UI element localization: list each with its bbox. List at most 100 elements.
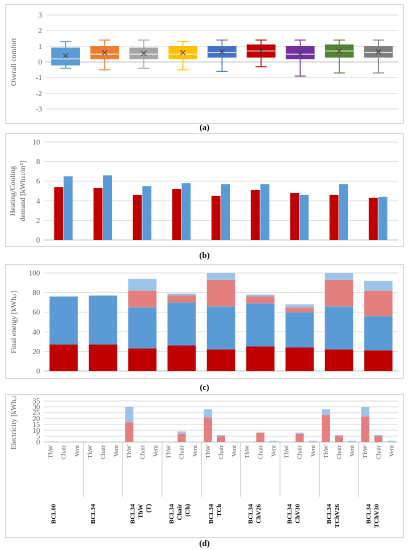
- stacked-bar-segment: [206, 279, 236, 307]
- stacked-bar-segment: [324, 273, 354, 280]
- stacked-bar-segment: [374, 434, 383, 437]
- y-tick-label: 20: [33, 414, 41, 423]
- bar: [181, 183, 191, 240]
- subcategory-label: ThW: [205, 444, 212, 458]
- subcategory-label: Chair: [257, 444, 264, 459]
- y-tick-label: 3: [38, 11, 42, 20]
- group-label: BCL34: [326, 503, 333, 524]
- stacked-bar-segment: [125, 406, 134, 423]
- bar: [250, 190, 260, 240]
- group-label: TChV26: [334, 503, 341, 528]
- y-axis-label-unit: demand [kWhₕₗ/m²]: [18, 161, 27, 221]
- caption-d: (d): [199, 538, 210, 548]
- group-label: BCL34: [287, 503, 294, 524]
- box-7: [285, 46, 315, 60]
- y-axis-label: Electricity [kWhₑₗ]: [9, 395, 18, 450]
- y-tick-label: 25: [33, 408, 41, 417]
- box-mean-marker: [219, 49, 225, 55]
- stacked-bar-segment: [324, 279, 354, 307]
- stacked-bar-segment: [49, 344, 78, 371]
- subcategory-label: Chair: [218, 444, 225, 459]
- stacked-bar-segment: [361, 416, 370, 442]
- group-label: BCL00: [51, 504, 58, 524]
- stacked-bar-segment: [88, 344, 118, 371]
- subcategory-label: ThW: [126, 444, 133, 458]
- subcategory-label: ThW: [284, 444, 291, 458]
- stacked-bar-segment: [285, 347, 314, 371]
- group-label: BCL34: [208, 503, 215, 524]
- caption-a: (a): [199, 122, 210, 132]
- stacked-bar-segment: [167, 302, 196, 346]
- y-tick-label: -3: [36, 105, 42, 114]
- y-tick-label: 10: [33, 138, 41, 147]
- y-tick-label: 0: [36, 438, 40, 447]
- stacked-bar-segment: [324, 306, 354, 350]
- subcategory-label: ThW: [362, 444, 369, 458]
- box-mean-marker: [336, 48, 343, 54]
- bar: [221, 184, 230, 240]
- subcategory-label: Vent: [113, 445, 120, 457]
- box-mean-marker: [297, 51, 304, 57]
- subcategory-label: ThW: [323, 444, 330, 458]
- panel-d: 35 30 25 20 15 10 5 0 Electricity [kWhₑₗ] ThW Chai…: [5, 393, 404, 538]
- subcategory-label: Vent: [74, 445, 81, 457]
- bar: [368, 197, 378, 240]
- y-tick-label: 0: [36, 236, 40, 245]
- group-label: ChV26: [255, 503, 262, 523]
- stacked-bar-segment: [206, 349, 236, 371]
- bar: [172, 189, 182, 240]
- stacked-bar-segment: [295, 433, 304, 442]
- bar: [211, 195, 221, 240]
- bar: [103, 175, 112, 240]
- subcategory-label: Chair: [139, 444, 146, 459]
- y-tick-label: 20: [33, 347, 41, 356]
- stacked-bar-segment: [374, 436, 383, 442]
- stacked-bar-segment: [321, 409, 330, 416]
- bar: [339, 184, 348, 240]
- subcategory-label: ThW: [48, 444, 55, 458]
- bar: [93, 188, 103, 240]
- bar: [299, 194, 309, 240]
- bar: [132, 194, 142, 240]
- subcategory-label: Vent: [192, 445, 199, 457]
- box-1: [51, 47, 80, 66]
- group-label: ThW: [137, 504, 144, 519]
- y-tick-label: 15: [33, 420, 41, 429]
- subcategory-label: Chair: [100, 444, 107, 459]
- group-label: TChV30: [373, 504, 380, 528]
- stacked-bar-segment: [49, 296, 78, 345]
- subcategory-label: ThW: [166, 444, 173, 458]
- stacked-bar-segment: [177, 431, 186, 434]
- y-tick-label: 2: [36, 216, 40, 225]
- y-axis-label: Heating/Cooling: [8, 166, 17, 216]
- y-tick-label: 0: [36, 367, 40, 376]
- stacked-bar-segment: [203, 417, 212, 442]
- box-mean-marker: [375, 49, 382, 55]
- subcategory-label: Vent: [152, 445, 159, 457]
- stacked-bar-segment: [285, 307, 314, 313]
- stacked-bar-segment: [285, 304, 314, 308]
- stacked-bar-segment: [364, 350, 393, 371]
- panel-b: 10 8 6 4 2 0 Heating/Cooling demand [kWhₕₗ/m²]: [5, 133, 404, 247]
- group-label: ChV30: [295, 504, 302, 524]
- stacked-bar-segment: [308, 440, 317, 442]
- stacked-bar-segment: [167, 293, 196, 296]
- stacked-bar-segment: [246, 296, 275, 304]
- subcategory-label: Vent: [388, 445, 395, 457]
- group-label: Chair: [177, 504, 184, 520]
- box-mean-marker: [101, 49, 108, 56]
- stacked-bar-segment: [203, 409, 212, 418]
- stacked-bar-segment: [387, 440, 396, 442]
- stacked-bar-segment: [295, 432, 304, 434]
- y-tick-label: 40: [33, 327, 41, 336]
- caption-c: (c): [199, 382, 210, 392]
- subcategory-label: Chair: [375, 444, 382, 459]
- box-mean-marker: [180, 49, 186, 56]
- bar: [378, 196, 388, 240]
- subcategory-label: Chair: [336, 444, 343, 459]
- stacked-bar-segment: [88, 295, 118, 345]
- group-label: BCL34: [129, 503, 136, 524]
- bar: [54, 187, 64, 240]
- bar: [63, 176, 73, 240]
